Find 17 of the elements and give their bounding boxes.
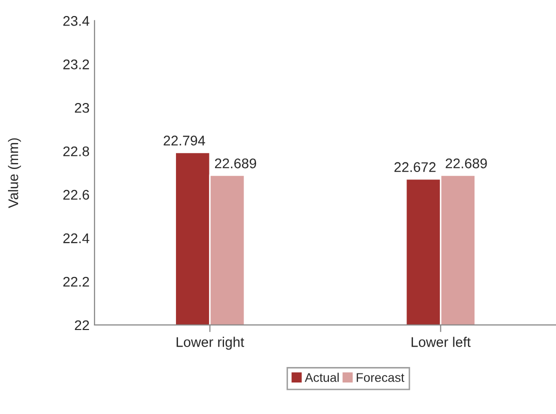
legend-label: Forecast xyxy=(356,373,404,382)
y-axis-title: Value (mm) xyxy=(8,138,21,208)
y-tick-label: 22.2 xyxy=(63,276,89,287)
y-tick-label: 23.4 xyxy=(63,16,90,26)
x-tick-label: Lower right xyxy=(176,336,244,350)
y-tick-label: 23.2 xyxy=(63,60,89,70)
y-tick-label: 22.6 xyxy=(63,190,90,200)
y-tick-label: 23 xyxy=(74,102,90,113)
data-label: 22.689 xyxy=(446,158,487,168)
y-tick-label: 22 xyxy=(74,320,89,330)
legend-label: Actual xyxy=(304,372,339,382)
y-tick-label: 22.8 xyxy=(63,146,90,156)
y-tick-label: 22.4 xyxy=(63,233,90,244)
data-label: 22.794 xyxy=(164,136,206,146)
x-tick-label: Lower left xyxy=(412,336,471,347)
data-label: 22.689 xyxy=(214,158,256,168)
data-label: 22.672 xyxy=(394,162,436,172)
